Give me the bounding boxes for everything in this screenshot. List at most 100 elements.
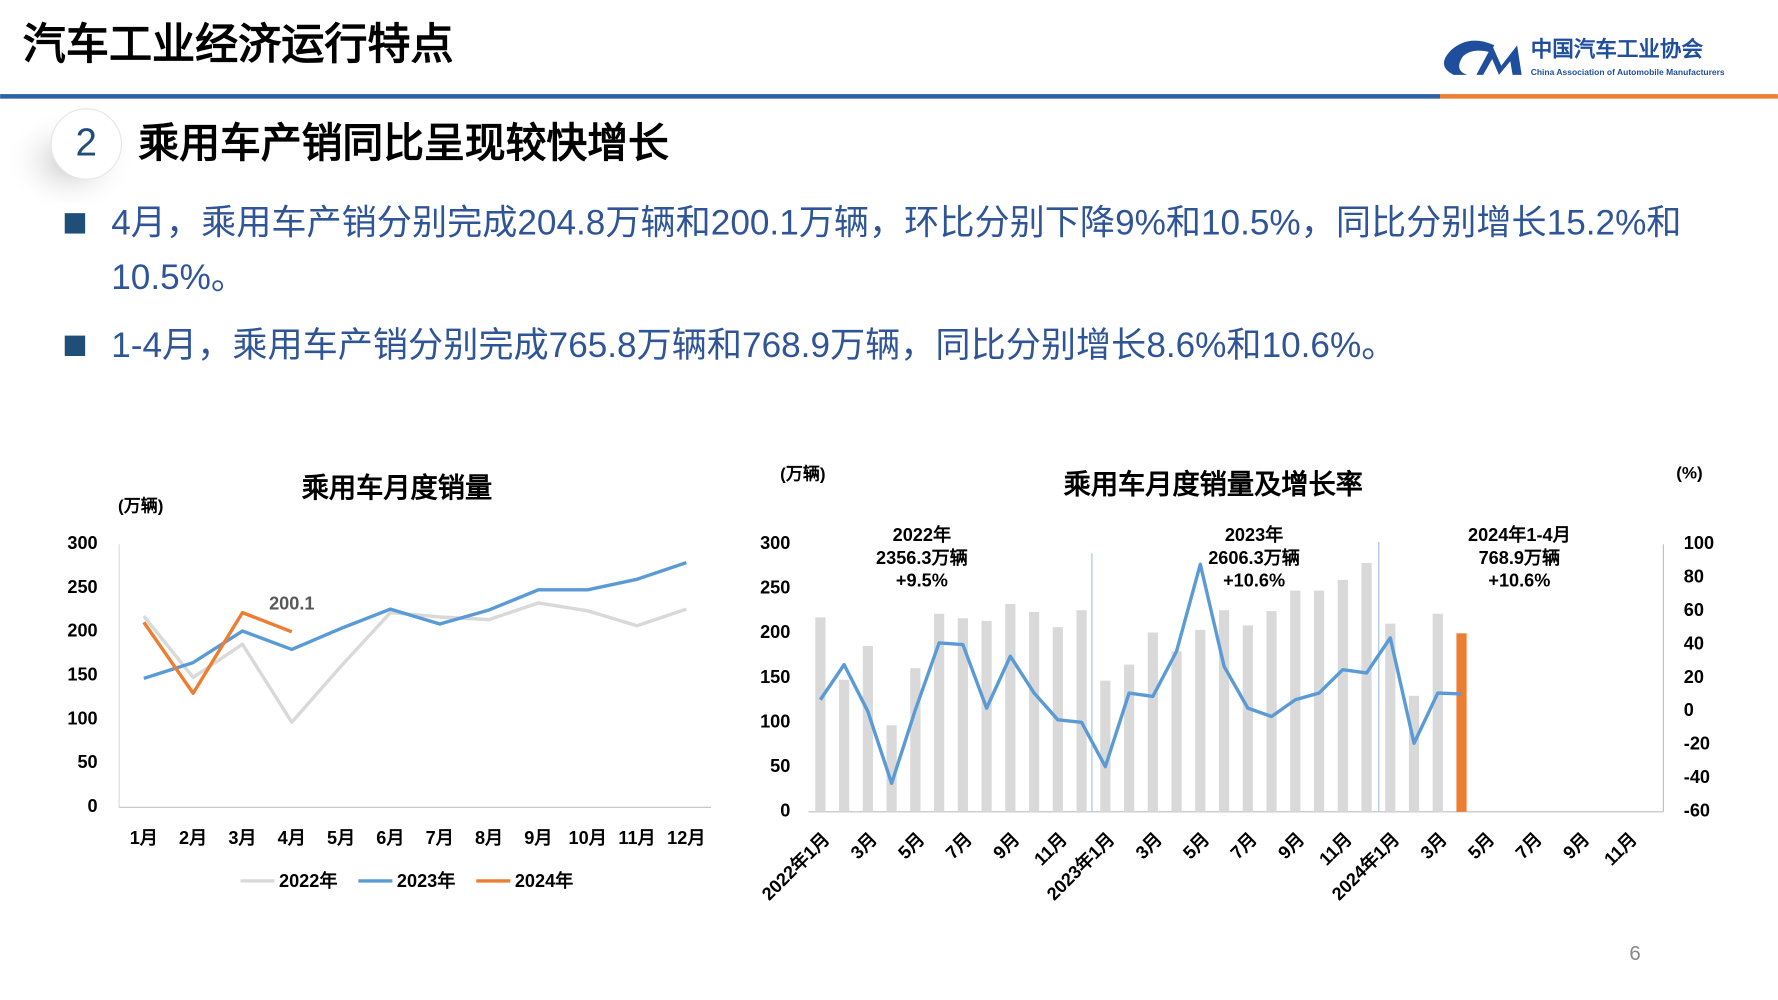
- y2-tick-label: 60: [1684, 600, 1704, 620]
- bar: [1147, 632, 1158, 812]
- y2-tick-label: 100: [1684, 533, 1714, 553]
- x-tick-label: 7月: [426, 828, 454, 848]
- bar: [839, 679, 850, 812]
- y-tick-label: 150: [67, 665, 97, 685]
- bar: [957, 618, 968, 812]
- bar: [1361, 562, 1372, 812]
- x-tick-label: 11月: [1600, 829, 1641, 870]
- bullet-box: 4月，乘用车产销分别完成204.8万辆和200.1万辆，环比分别下降9%和10.…: [111, 202, 1682, 298]
- bar: [1385, 623, 1396, 812]
- bullet-box: 1-4月，乘用车产销分别完成765.8万辆和768.9万辆，同比分别增长8.6%…: [111, 325, 1397, 366]
- annotation: 2606.3万辆: [1208, 547, 1300, 568]
- bar: [1076, 610, 1087, 812]
- legend-label: 2024年: [515, 870, 573, 891]
- x-tick-label: 9月: [1559, 829, 1593, 863]
- annotation: 2022年: [893, 524, 951, 545]
- bar: [1337, 579, 1348, 812]
- bar: [1100, 680, 1111, 812]
- x-tick-label: 9月: [1274, 829, 1308, 863]
- bar: [815, 617, 826, 812]
- x-tick-label: 7月: [1512, 829, 1546, 863]
- y-tick-label: 250: [67, 577, 97, 597]
- line-series: [143, 561, 687, 680]
- logo-mark: [1476, 45, 1522, 75]
- x-tick-label: 9月: [989, 829, 1023, 863]
- x-tick-label: 3月: [228, 828, 256, 848]
- section-badge: [50, 108, 122, 180]
- x-tick-label: 12月: [667, 828, 705, 848]
- annotation: 768.9万辆: [1479, 547, 1561, 568]
- data-label: 200.1: [269, 593, 314, 613]
- x-tick-label: 9月: [524, 828, 552, 848]
- annotation: 2356.3万辆: [876, 547, 968, 568]
- x-tick-label: 4月: [278, 828, 306, 848]
- chart-title: 乘用车月度销量及增长率: [1064, 469, 1363, 500]
- x-tick-label: 5月: [1464, 829, 1498, 863]
- y2-axis-label: (%): [1676, 463, 1702, 482]
- section-heading: 乘用车产销同比呈现较快增长: [138, 120, 669, 166]
- y2-tick-label: -60: [1684, 801, 1710, 821]
- bar: [1242, 625, 1253, 812]
- y-tick-label: 300: [67, 533, 97, 553]
- y-axis-label: (万辆): [780, 464, 825, 484]
- x-tick-label: 6月: [376, 828, 404, 848]
- org-name: 中国汽车工业协会: [1531, 37, 1704, 62]
- bar: [1005, 603, 1016, 812]
- y-tick-label: 50: [77, 752, 97, 772]
- page-number: 6: [1629, 943, 1640, 965]
- x-tick-label: 3月: [847, 829, 881, 863]
- y-tick-label: 150: [760, 667, 790, 687]
- bar: [1123, 664, 1135, 812]
- y-tick-label: 300: [760, 533, 790, 553]
- annotation: +9.5%: [896, 570, 948, 590]
- y2-tick-label: -20: [1684, 734, 1710, 754]
- annotation: 2024年1-4月: [1468, 524, 1571, 545]
- x-tick-label: 1月: [130, 828, 158, 848]
- bullet-text: 4月，乘用车产销分别完成204.8万辆和200.1万辆，环比分别下降9%和10.…: [111, 202, 1682, 298]
- bar: [1195, 629, 1206, 812]
- y-tick-label: 0: [780, 801, 790, 821]
- bar: [862, 645, 873, 812]
- bar: [910, 668, 921, 812]
- x-tick-label: 2022年1月: [757, 828, 833, 904]
- y2-tick-label: 0: [1684, 700, 1694, 720]
- line-series: [142, 610, 293, 695]
- slide-title: 汽车工业经济运行特点: [23, 21, 454, 69]
- y-tick-label: 100: [760, 711, 790, 731]
- y-tick-label: 200: [67, 621, 97, 641]
- logo-mark: [1443, 40, 1495, 75]
- x-tick-label: 5月: [1179, 829, 1213, 863]
- x-tick-label: 3月: [1132, 829, 1166, 863]
- y-tick-label: 200: [760, 622, 790, 642]
- bar: [1266, 611, 1277, 812]
- bar: [934, 613, 945, 812]
- x-tick-label: 3月: [1417, 829, 1451, 863]
- y2-tick-label: 40: [1684, 633, 1704, 653]
- org-name-en: China Association of Automobile Manufact…: [1531, 67, 1725, 77]
- x-tick-label: 7月: [942, 829, 976, 863]
- bar: [1218, 610, 1230, 812]
- line-series: [818, 562, 1462, 786]
- x-tick-label: 5月: [327, 828, 355, 848]
- bullet-marker: [64, 213, 86, 234]
- annotation: 2023年: [1225, 524, 1283, 545]
- x-tick-label: 8月: [475, 828, 503, 848]
- y2-tick-label: 20: [1684, 667, 1704, 687]
- bar: [1313, 590, 1325, 812]
- y-tick-label: 250: [760, 578, 790, 598]
- annotation: +10.6%: [1223, 570, 1285, 590]
- bar: [1408, 695, 1420, 812]
- header-rule-accent: [1440, 94, 1778, 99]
- x-tick-label: 10月: [569, 828, 607, 848]
- bullet-text: 1-4月，乘用车产销分别完成765.8万辆和768.9万辆，同比分别增长8.6%…: [111, 325, 1397, 366]
- y-tick-label: 0: [88, 796, 98, 816]
- annotation: +10.6%: [1488, 570, 1550, 590]
- x-tick-label: 11月: [1030, 829, 1071, 870]
- x-tick-label: 11月: [1315, 829, 1356, 870]
- bar: [886, 725, 897, 812]
- y2-tick-label: -40: [1684, 767, 1710, 787]
- bar: [1432, 613, 1443, 812]
- legend-label: 2022年: [279, 870, 337, 891]
